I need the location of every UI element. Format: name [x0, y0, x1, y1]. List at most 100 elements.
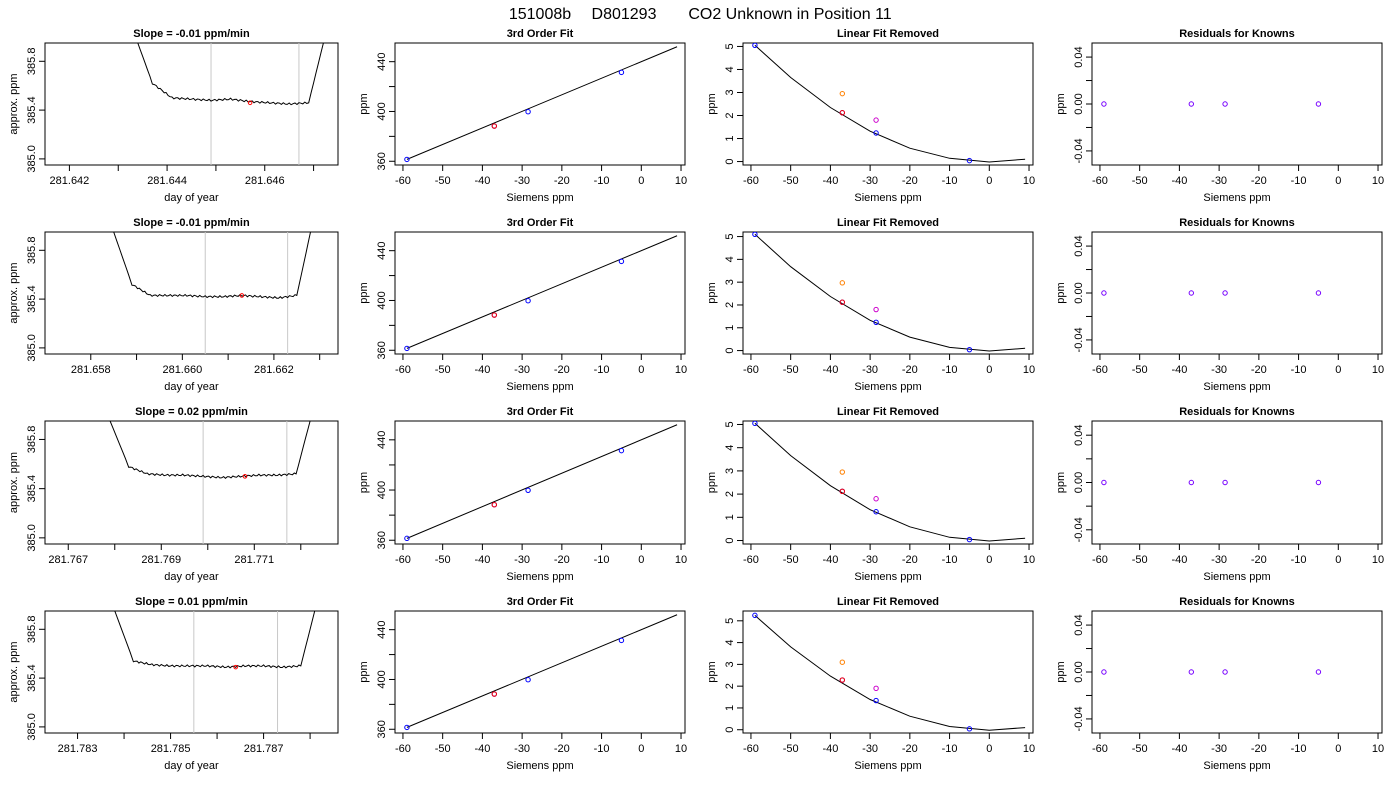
x-tick-label: -50: [1132, 364, 1148, 376]
x-tick-label: -20: [902, 175, 918, 187]
unknown-point: [839, 677, 846, 683]
x-tick-label: -20: [1251, 175, 1267, 187]
x-axis-label: Siemens ppm: [854, 381, 921, 393]
x-tick-label: -10: [942, 554, 958, 566]
fit-line: [406, 424, 678, 539]
data-layer: [109, 421, 311, 544]
x-axis-label: Siemens ppm: [1203, 571, 1270, 583]
x-tick-label: -20: [554, 743, 570, 755]
residual-point: [1101, 479, 1107, 486]
x-tick-label: -10: [594, 175, 610, 187]
unknown-point: [491, 312, 498, 318]
x-tick-label: 0: [986, 743, 992, 755]
y-axis-label: ppm: [706, 282, 718, 303]
y-tick-label: 385.8: [26, 48, 38, 76]
x-tick-label: -10: [594, 743, 610, 755]
x-tick-label: -40: [822, 554, 838, 566]
residual-point: [1222, 669, 1228, 675]
plot-frame: [394, 42, 686, 166]
x-tick-label: -50: [435, 554, 451, 566]
plot-frame: [394, 231, 686, 355]
x-tick-label: -60: [395, 554, 411, 566]
panel-title: 3rd Order Fit: [507, 406, 574, 418]
panel-title: Linear Fit Removed: [837, 28, 939, 40]
residual-point: [1222, 290, 1228, 296]
y-axis-label: approx. ppm: [8, 641, 20, 702]
data-layer: [404, 424, 678, 542]
x-tick-label: -10: [942, 743, 958, 755]
x-tick-label: 281.644: [147, 175, 187, 187]
y-tick-label: -0.04: [1073, 517, 1085, 542]
trace-panel: Slope = -0.01 ppm/min 281.642 281.644 281.6…: [8, 28, 339, 204]
known-point: [525, 487, 531, 493]
panel-title: Linear Fit Removed: [837, 217, 939, 229]
residual-point: [1101, 669, 1107, 675]
data-layer: [404, 46, 678, 163]
y-tick-label: 0.04: [1073, 46, 1085, 67]
y-tick-label: 2: [724, 683, 736, 689]
y-tick-label: 385.4: [26, 96, 38, 124]
x-tick-label: -60: [395, 743, 411, 755]
x-tick-label: 10: [1372, 364, 1384, 376]
y-tick-label: 0: [724, 727, 736, 733]
known-point: [525, 677, 531, 683]
x-tick-label: -20: [554, 364, 570, 376]
y-axis-label: ppm: [706, 93, 718, 114]
known-point: [873, 697, 879, 704]
removed-panel: Linear Fit Removed -60 -50 -40 -30 -20 -10 0 10 0…: [706, 596, 1035, 772]
residual-point: [1188, 290, 1195, 296]
known-point: [618, 637, 625, 644]
known-point: [404, 156, 410, 163]
trace-panel: Slope = -0.01 ppm/min 281.658 281.660 281.6…: [8, 217, 339, 393]
plot-frame: [1091, 610, 1383, 734]
x-tick-label: 0: [638, 364, 644, 376]
concentration-trace: [114, 611, 316, 669]
y-axis-label: approx. ppm: [8, 262, 20, 323]
data-layer: [752, 232, 1026, 353]
known-point: [404, 724, 410, 731]
x-tick-label: 281.642: [50, 175, 90, 187]
x-tick-label: -20: [902, 364, 918, 376]
fit-line: [406, 235, 678, 349]
x-tick-label: 10: [1372, 554, 1384, 566]
y-tick-label: 2: [724, 112, 736, 118]
plot-frame: [742, 420, 1034, 545]
x-axis-label: day of year: [164, 571, 219, 583]
x-axis-label: Siemens ppm: [506, 760, 573, 772]
x-tick-label: -50: [435, 175, 451, 187]
orange-point: [839, 659, 846, 665]
data-layer: [752, 43, 1026, 164]
y-tick-label: 3: [724, 661, 736, 667]
y-axis-label: ppm: [706, 661, 718, 682]
known-point: [618, 69, 625, 76]
residual-point: [1222, 101, 1228, 107]
x-tick-label: 0: [1335, 364, 1341, 376]
y-axis-label: ppm: [706, 472, 718, 493]
y-tick-label: 0.00: [1073, 282, 1085, 303]
y-tick-label: 400: [376, 481, 388, 499]
x-tick-label: -20: [1251, 743, 1267, 755]
y-tick-label: 3: [724, 279, 736, 285]
x-tick-label: -50: [1132, 743, 1148, 755]
x-axis-label: Siemens ppm: [854, 760, 921, 772]
x-tick-label: -30: [514, 554, 530, 566]
y-tick-label: 5: [724, 43, 736, 49]
known-point: [966, 726, 973, 732]
y-tick-label: 4: [724, 640, 736, 646]
y-tick-label: 5: [724, 421, 736, 427]
panel-title: 3rd Order Fit: [507, 596, 574, 608]
y-tick-label: 360: [376, 152, 388, 170]
residual-point: [1315, 290, 1322, 296]
x-tick-label: -50: [783, 175, 799, 187]
concentration-trace: [137, 43, 324, 106]
x-tick-label: -50: [1132, 175, 1148, 187]
fit-curve: [754, 422, 1026, 542]
unknown-point: [491, 502, 498, 508]
magenta-point: [873, 496, 879, 502]
x-tick-label: -40: [474, 554, 490, 566]
y-axis-label: ppm: [1055, 472, 1067, 493]
magenta-point: [873, 306, 879, 313]
x-tick-label: -40: [474, 175, 490, 187]
fit-panel: 3rd Order Fit -60 -50 -40 -30 -20 -10 0 10 360 400…: [358, 596, 687, 772]
y-tick-label: 360: [376, 341, 388, 359]
